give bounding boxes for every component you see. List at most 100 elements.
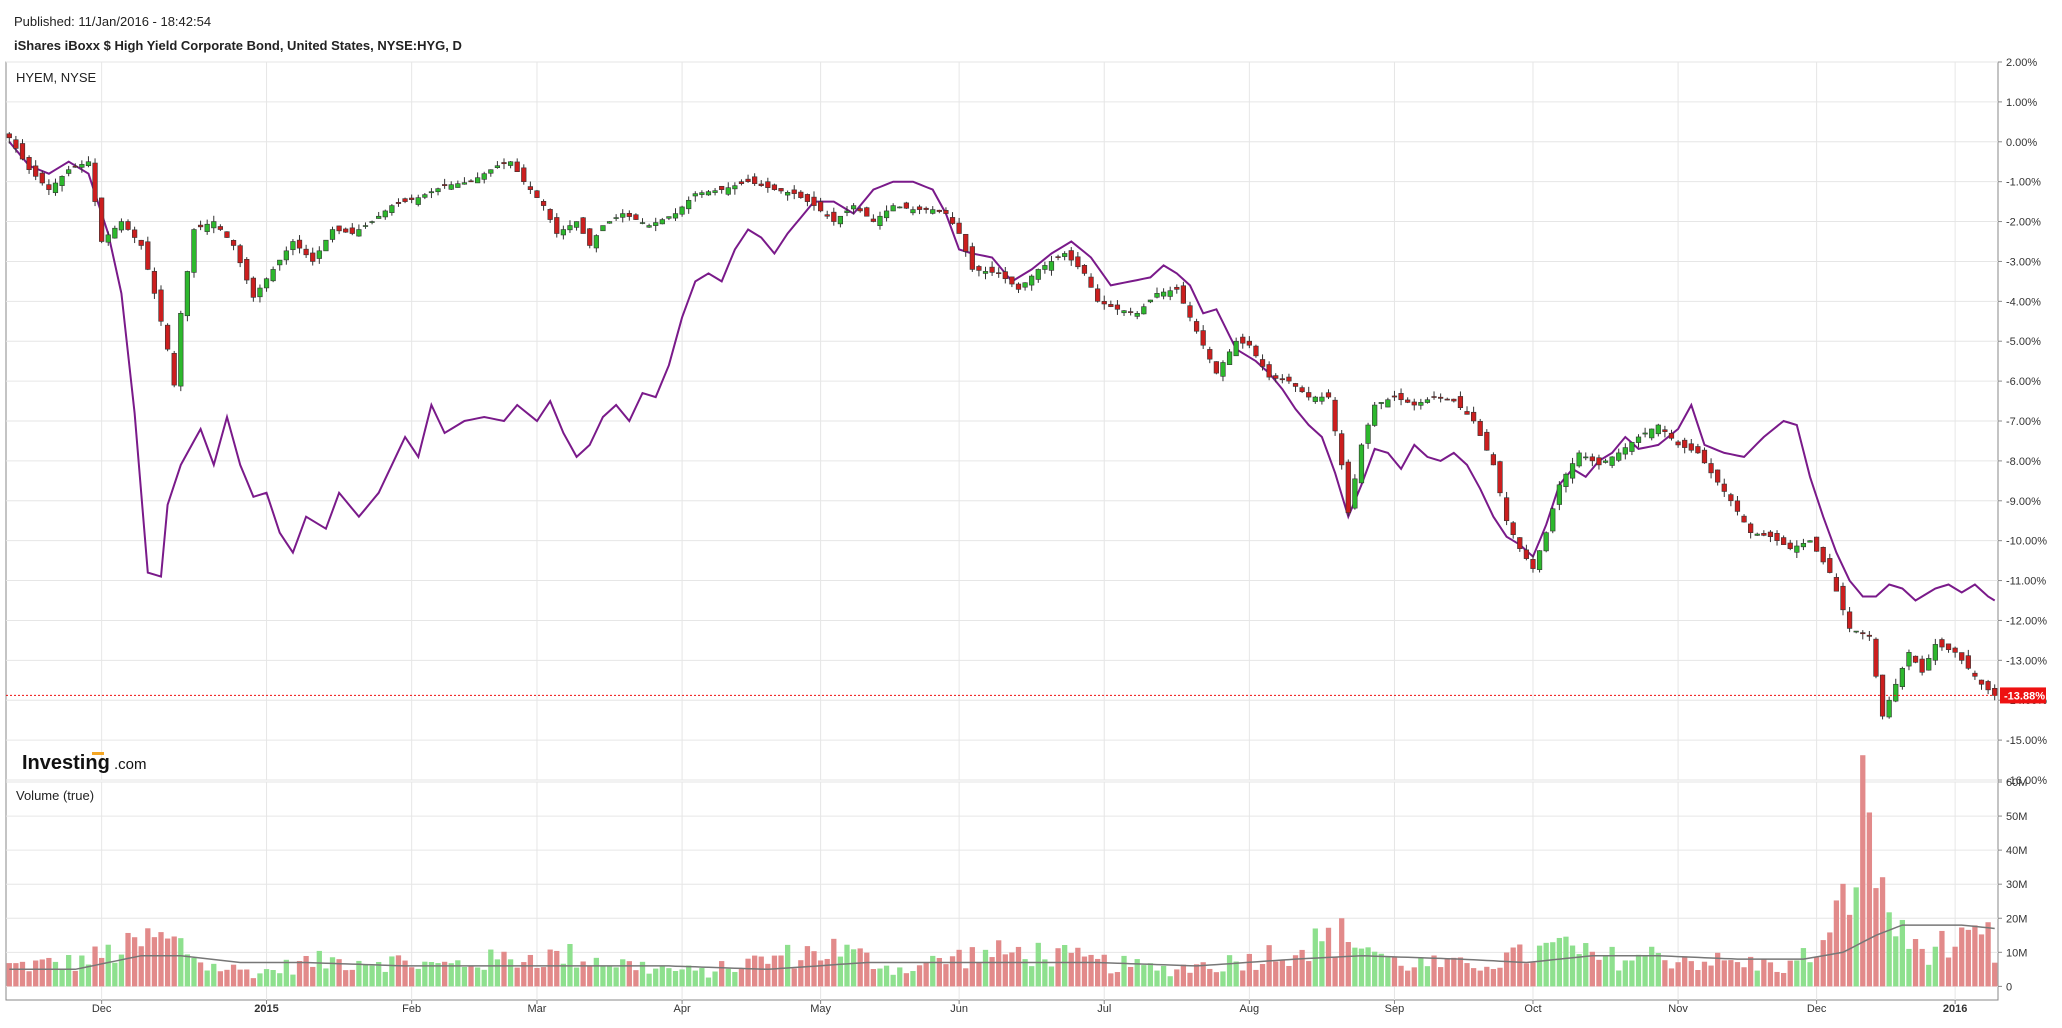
candle-body	[481, 173, 487, 180]
candle-body	[1451, 398, 1457, 402]
candle	[178, 310, 184, 392]
candle-body	[244, 259, 250, 281]
candle	[1424, 397, 1431, 404]
candle	[1306, 386, 1312, 401]
candle	[290, 239, 296, 256]
volume-bar	[39, 959, 45, 987]
candle-body	[263, 278, 270, 289]
candle	[785, 190, 791, 201]
volume-bar	[1444, 959, 1450, 987]
volume-bar	[270, 970, 276, 987]
candle-body	[1180, 285, 1186, 304]
candle-body	[270, 269, 276, 282]
candle	[527, 181, 533, 194]
candle	[1048, 255, 1055, 276]
candle	[1926, 654, 1932, 671]
candle	[1207, 346, 1213, 364]
candle-body	[402, 198, 408, 202]
volume-bar	[1075, 947, 1081, 987]
candle	[230, 239, 237, 251]
volume-legend: Volume (true)	[16, 788, 94, 803]
candle-body	[409, 197, 415, 200]
candle	[1701, 447, 1708, 464]
candle	[1879, 674, 1886, 720]
candle	[989, 261, 995, 276]
candle-body	[1457, 396, 1464, 409]
candle-body	[521, 167, 527, 182]
candle	[1477, 418, 1483, 436]
candle-body	[1015, 283, 1022, 290]
candle	[1985, 679, 1991, 695]
candle	[1259, 354, 1266, 371]
candle	[982, 266, 989, 280]
candle-body	[850, 205, 857, 210]
volume-bar	[653, 968, 659, 987]
candle	[26, 155, 32, 174]
volume-bar	[857, 948, 863, 987]
volume-bar	[1484, 966, 1490, 987]
volume-bar	[527, 954, 534, 987]
candle-body	[1220, 362, 1226, 377]
volume-bar	[1391, 957, 1398, 987]
volume-bar	[844, 944, 850, 987]
volume-bar	[1675, 962, 1681, 987]
candle-body	[996, 272, 1002, 274]
candle-body	[626, 213, 632, 217]
candle	[296, 235, 303, 254]
volume-bar	[659, 965, 665, 987]
volume-bar	[1411, 967, 1417, 987]
candle-body	[1048, 261, 1055, 271]
price-tick-label: -3.00%	[2006, 256, 2041, 268]
candle	[1846, 607, 1853, 633]
volume-bar	[573, 967, 580, 987]
candle-body	[1992, 688, 1998, 696]
volume-bar	[1622, 960, 1628, 987]
volume-bar	[1378, 953, 1384, 987]
candle	[1503, 491, 1510, 526]
candle	[1246, 336, 1252, 349]
candle	[686, 196, 692, 214]
volume-bar	[1174, 969, 1180, 987]
volume-bar	[1503, 952, 1510, 987]
candle-body	[316, 250, 322, 259]
candle	[1708, 458, 1714, 479]
candle-body	[1761, 533, 1767, 536]
candle-body	[1286, 376, 1292, 382]
candle-body	[1372, 404, 1378, 426]
price-tick-label: -6.00%	[2006, 376, 2041, 388]
volume-bar	[870, 969, 877, 987]
candle	[395, 198, 402, 207]
candle	[448, 181, 454, 190]
candle-body	[1187, 305, 1193, 318]
candle-body	[679, 206, 685, 215]
candle	[6, 132, 12, 144]
volume-bar	[1332, 957, 1338, 987]
volume-bar	[1279, 960, 1285, 987]
candle	[1899, 666, 1905, 690]
candle-body	[1807, 540, 1813, 543]
candle-body	[356, 229, 362, 237]
volume-bar	[1583, 943, 1589, 987]
volume-bar	[1780, 972, 1787, 987]
volume-bar	[26, 971, 32, 987]
candle	[587, 228, 593, 249]
candle	[85, 156, 92, 168]
volume-ma-line	[9, 924, 1995, 971]
candle	[112, 225, 118, 239]
candle-body	[712, 190, 718, 193]
volume-bar	[587, 965, 593, 987]
volume-bar	[468, 965, 474, 987]
time-tick-label: Feb	[402, 1003, 421, 1015]
volume-bar	[639, 961, 646, 987]
candle	[1556, 481, 1562, 511]
candle	[1325, 389, 1332, 400]
candle	[639, 218, 646, 225]
candle	[1965, 649, 1971, 670]
candle	[1299, 385, 1305, 394]
candle-body	[1471, 411, 1477, 422]
candle	[1952, 646, 1958, 658]
candle-body	[1530, 559, 1536, 569]
volume-bar	[389, 956, 395, 987]
volume-bar	[402, 960, 408, 987]
volume-bar	[369, 965, 375, 987]
